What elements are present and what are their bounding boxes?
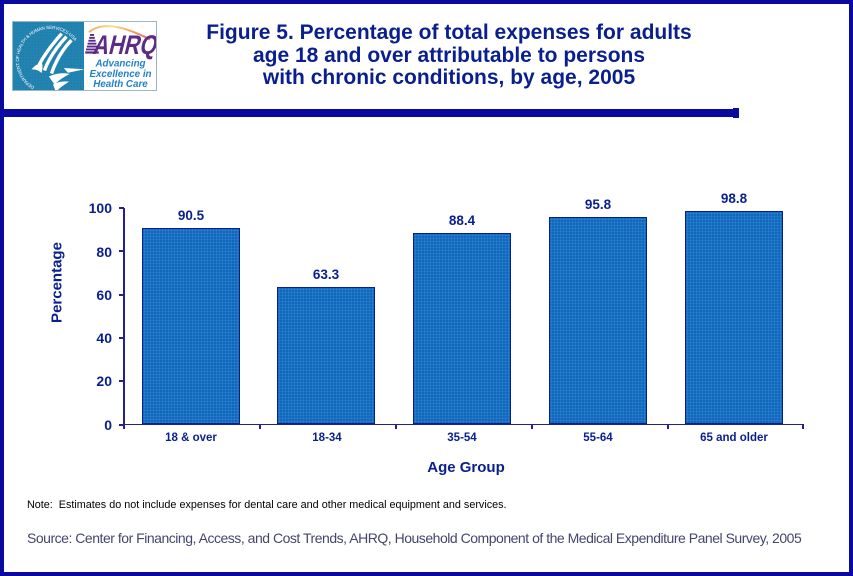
svg-text:Advancing: Advancing: [94, 59, 145, 70]
svg-text:AHRQ: AHRQ: [90, 30, 156, 60]
svg-text:Excellence in: Excellence in: [89, 69, 151, 80]
svg-text:Health Care: Health Care: [93, 79, 148, 90]
